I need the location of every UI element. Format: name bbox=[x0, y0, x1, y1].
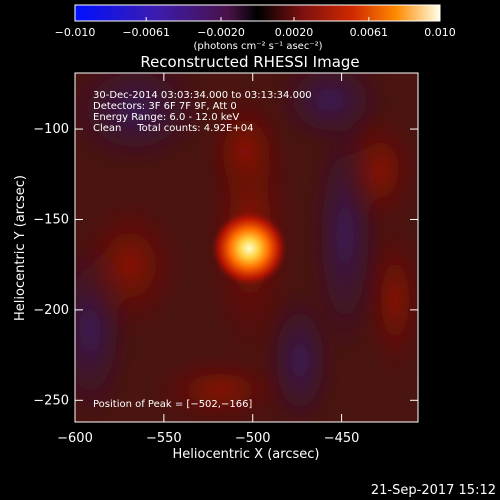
colorbar-tick-label: −0.0061 bbox=[122, 26, 170, 39]
annotation-time-range: 30-Dec-2014 03:03:34.000 to 03:13:34.000 bbox=[93, 90, 312, 101]
y-tick-label: −150 bbox=[33, 212, 69, 227]
colorbar-tick-label: 0.0061 bbox=[350, 26, 389, 39]
peak-source bbox=[211, 210, 288, 287]
colorbar-tick-label: 0.0020 bbox=[275, 26, 314, 39]
colorbar-tick-label: 0.010 bbox=[424, 26, 456, 39]
x-tick-label: −600 bbox=[57, 431, 93, 446]
y-axis-label: Heliocentric Y (arcsec) bbox=[13, 175, 28, 321]
colorbar-tick-label: −0.0020 bbox=[197, 26, 245, 39]
colorbar-frame bbox=[74, 4, 441, 22]
x-tick-label: −450 bbox=[324, 431, 360, 446]
y-axis-ticks: −100 −150 −200 −250 bbox=[33, 122, 418, 408]
x-axis-ticks: −600 −550 −500 −450 bbox=[57, 73, 359, 446]
annotation-detectors: Detectors: 3F 6F 7F 9F, Att 0 bbox=[93, 101, 237, 112]
y-tick-label: −250 bbox=[33, 393, 69, 408]
colorbar-units-label: (photons cm⁻² s⁻¹ asec⁻²) bbox=[193, 41, 322, 52]
x-tick-label: −500 bbox=[235, 431, 271, 446]
chart-title: Reconstructed RHESSI Image bbox=[140, 53, 359, 71]
x-axis-label: Heliocentric X (arcsec) bbox=[173, 447, 320, 462]
colorbar-gradient bbox=[75, 5, 440, 21]
peak-position-label: Position of Peak = [−502,−166] bbox=[93, 399, 252, 410]
y-tick-label: −200 bbox=[33, 303, 69, 318]
y-tick-label: −100 bbox=[33, 122, 69, 137]
annotation-energy-range: Energy Range: 6.0 - 12.0 keV bbox=[93, 112, 239, 123]
x-tick-label: −550 bbox=[146, 431, 182, 446]
annotation-clean-counts: Clean Total counts: 4.92E+04 bbox=[93, 123, 253, 134]
colorbar-tick-label: −0.010 bbox=[55, 26, 96, 39]
plot-frame bbox=[74, 72, 419, 423]
heatmap-image bbox=[75, 73, 418, 422]
colorbar-ticks: −0.010 −0.0061 −0.0020 0.0020 0.0061 0.010 bbox=[55, 17, 456, 39]
footer-timestamp: 21-Sep-2017 15:12 bbox=[371, 483, 496, 498]
